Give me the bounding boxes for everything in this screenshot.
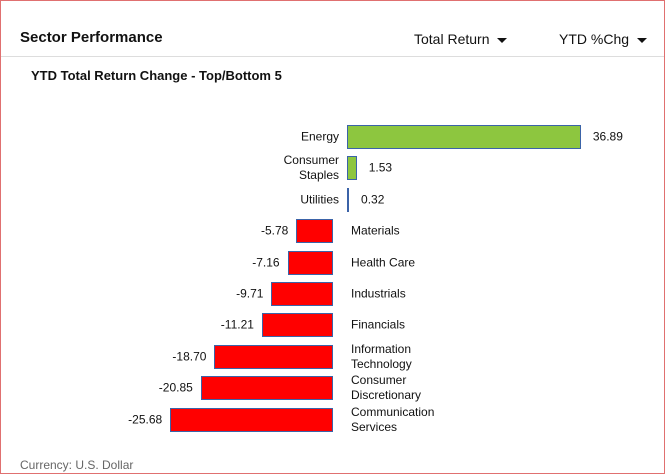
value-label: -7.16: [252, 255, 280, 270]
caret: [637, 37, 648, 43]
value-label: -20.85: [158, 380, 193, 395]
value-label: -18.70: [172, 349, 207, 364]
caret: [497, 37, 508, 43]
category-label: Financials: [351, 317, 406, 332]
footer: Currency: U.S. Dollar: [20, 458, 134, 472]
bar: [170, 407, 333, 432]
category-label: Energy: [300, 129, 339, 144]
category-label: Consumer Staples: [283, 153, 339, 183]
category-label: Utilities: [300, 192, 339, 207]
bar: [214, 344, 333, 369]
bar: [287, 250, 333, 275]
category-label: Materials: [351, 223, 400, 238]
value-label: 36.89: [592, 129, 623, 144]
value-label: -25.68: [128, 412, 163, 427]
widget-title: Sector Performance: [20, 29, 163, 46]
bar: [347, 156, 357, 181]
category-label: Communication Services: [351, 404, 435, 434]
category-label: Consumer Discretionary: [351, 373, 422, 403]
category-label: Industrials: [351, 286, 406, 301]
bar: [200, 376, 333, 401]
bar: [296, 219, 333, 244]
category-label: Information Technology: [351, 341, 412, 371]
chart-title: YTD Total Return Change - Top/Bottom 5: [31, 68, 282, 83]
value-label: -9.71: [236, 286, 264, 301]
value-label: -11.21: [220, 317, 254, 332]
period-menu[interactable]: YTD %Chg: [559, 31, 648, 47]
return-menu[interactable]: Total Return: [414, 31, 508, 47]
category-label: Health Care: [351, 255, 416, 270]
bar: [261, 313, 333, 338]
value-label: -5.78: [261, 223, 289, 238]
value-label: 1.53: [368, 160, 393, 175]
menu-label[interactable]: YTD %Chg: [559, 31, 630, 47]
value-label: 0.32: [361, 192, 385, 207]
bar: [271, 282, 333, 306]
bar: [347, 187, 350, 212]
separator: [1, 56, 664, 57]
bar: [347, 125, 581, 149]
menu-label[interactable]: Total Return: [414, 31, 490, 47]
